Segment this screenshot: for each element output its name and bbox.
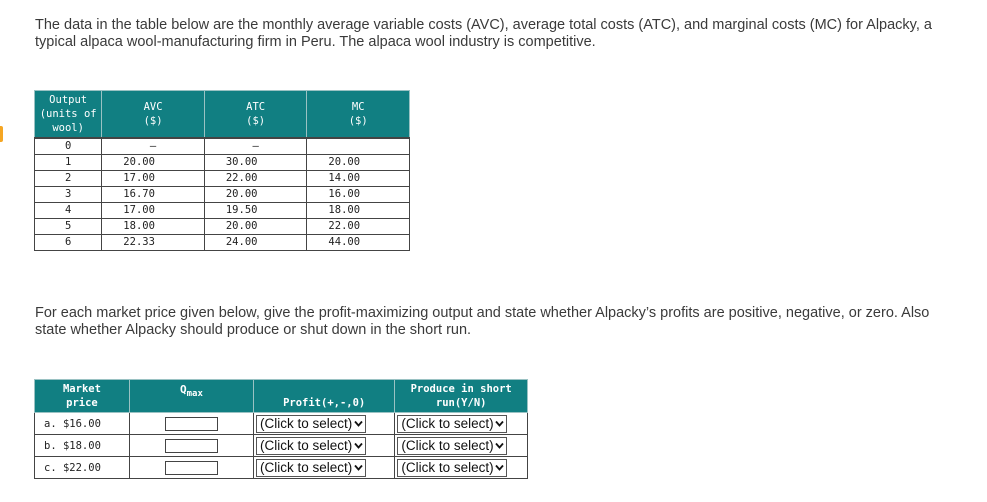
chevron-down-icon (495, 419, 505, 428)
output-cell: 3 (33, 186, 103, 203)
answer-row-c: c. $22.00 (Click to select) (Click to se… (34, 456, 528, 479)
table-row: 6 22.33 24.00 44.00 (33, 234, 410, 251)
header-produce: Produce in short run(Y/N) (394, 379, 528, 413)
output-cell: 6 (33, 234, 103, 251)
output-cell: 4 (33, 202, 103, 219)
avc-cell: 22.33 (101, 234, 205, 251)
atc-cell: 30.00 (203, 154, 308, 171)
produce-select-a[interactable]: (Click to select) (397, 414, 508, 433)
avc-cell: 17.00 (101, 202, 205, 219)
chevron-down-icon (354, 419, 363, 428)
chevron-down-icon (354, 441, 363, 450)
profit-cell: (Click to select) (252, 456, 396, 479)
header-mc: MC ($) (306, 90, 410, 139)
header-qmax: Qmax (128, 379, 254, 413)
left-accent-mark (0, 126, 3, 142)
table-row: 3 16.70 20.00 16.00 (33, 186, 410, 203)
mc-cell: 14.00 (306, 170, 410, 187)
answer-table: Market price Qmax Profit(+,-,0) Produce … (34, 379, 528, 479)
header-market-price: Market price (34, 379, 130, 413)
answer-table-header-row: Market price Qmax Profit(+,-,0) Produce … (34, 379, 528, 413)
profit-select-c[interactable]: (Click to select) (255, 458, 366, 477)
table-row: 1 20.00 30.00 20.00 (33, 154, 410, 171)
atc-cell: 24.00 (203, 234, 308, 251)
header-output: Output (units of wool) (33, 90, 103, 139)
select-label: (Click to select) (259, 416, 353, 431)
avc-cell: 20.00 (101, 154, 205, 171)
select-label: (Click to select) (401, 416, 494, 431)
cost-table-header-row: Output (units of wool) AVC ($) ATC ($) M… (33, 90, 410, 139)
mc-cell: 22.00 (306, 218, 410, 235)
mc-cell: 16.00 (306, 186, 410, 203)
select-label: (Click to select) (401, 438, 494, 453)
profit-cell: (Click to select) (252, 434, 396, 457)
avc-cell: 17.00 (101, 170, 205, 187)
answer-row-b: b. $18.00 (Click to select) (Click to se… (34, 434, 528, 457)
mc-cell (306, 137, 410, 155)
cost-table: Output (units of wool) AVC ($) ATC ($) M… (33, 90, 410, 251)
output-cell: 1 (33, 154, 103, 171)
produce-cell: (Click to select) (394, 434, 528, 457)
avc-cell: 18.00 (101, 218, 205, 235)
intro-text: The data in the table below are the mont… (35, 17, 932, 50)
output-cell: 2 (33, 170, 103, 187)
market-price-cell: a. $16.00 (34, 412, 130, 435)
header-profit: Profit(+,-,0) (252, 379, 396, 413)
atc-cell: 19.50 (203, 202, 308, 219)
table-row: 2 17.00 22.00 14.00 (33, 170, 410, 187)
mc-cell: 44.00 (306, 234, 410, 251)
qmax-input-b[interactable] (164, 438, 218, 453)
atc-cell: — (203, 137, 308, 155)
qmax-cell (128, 434, 254, 457)
qmax-input-c[interactable] (164, 460, 218, 475)
output-cell: 5 (33, 218, 103, 235)
chevron-down-icon (495, 441, 505, 450)
market-price-cell: b. $18.00 (34, 434, 130, 457)
profit-select-b[interactable]: (Click to select) (255, 436, 366, 455)
market-price-cell: c. $22.00 (34, 456, 130, 479)
select-label: (Click to select) (259, 460, 353, 475)
table-row: 5 18.00 20.00 22.00 (33, 218, 410, 235)
header-atc: ATC ($) (203, 90, 308, 139)
table-row: 0 — — (33, 137, 410, 155)
chevron-down-icon (354, 463, 363, 472)
output-cell: 0 (33, 137, 103, 155)
answer-row-a: a. $16.00 (Click to select) (Click to se… (34, 412, 528, 435)
avc-cell: — (101, 137, 205, 155)
table-row: 4 17.00 19.50 18.00 (33, 202, 410, 219)
qmax-cell (128, 412, 254, 435)
produce-select-c[interactable]: (Click to select) (397, 458, 508, 477)
mc-cell: 18.00 (306, 202, 410, 219)
select-label: (Click to select) (259, 438, 353, 453)
profit-cell: (Click to select) (252, 412, 396, 435)
atc-cell: 20.00 (203, 218, 308, 235)
produce-select-b[interactable]: (Click to select) (397, 436, 508, 455)
qmax-input-a[interactable] (164, 416, 218, 431)
select-label: (Click to select) (401, 460, 494, 475)
question-text: For each market price given below, give … (35, 305, 930, 338)
produce-cell: (Click to select) (394, 412, 528, 435)
header-avc: AVC ($) (101, 90, 205, 139)
produce-cell: (Click to select) (394, 456, 528, 479)
profit-select-a[interactable]: (Click to select) (255, 414, 366, 433)
atc-cell: 22.00 (203, 170, 308, 187)
mc-cell: 20.00 (306, 154, 410, 171)
avc-cell: 16.70 (101, 186, 205, 203)
chevron-down-icon (495, 463, 505, 472)
atc-cell: 20.00 (203, 186, 308, 203)
qmax-cell (128, 456, 254, 479)
